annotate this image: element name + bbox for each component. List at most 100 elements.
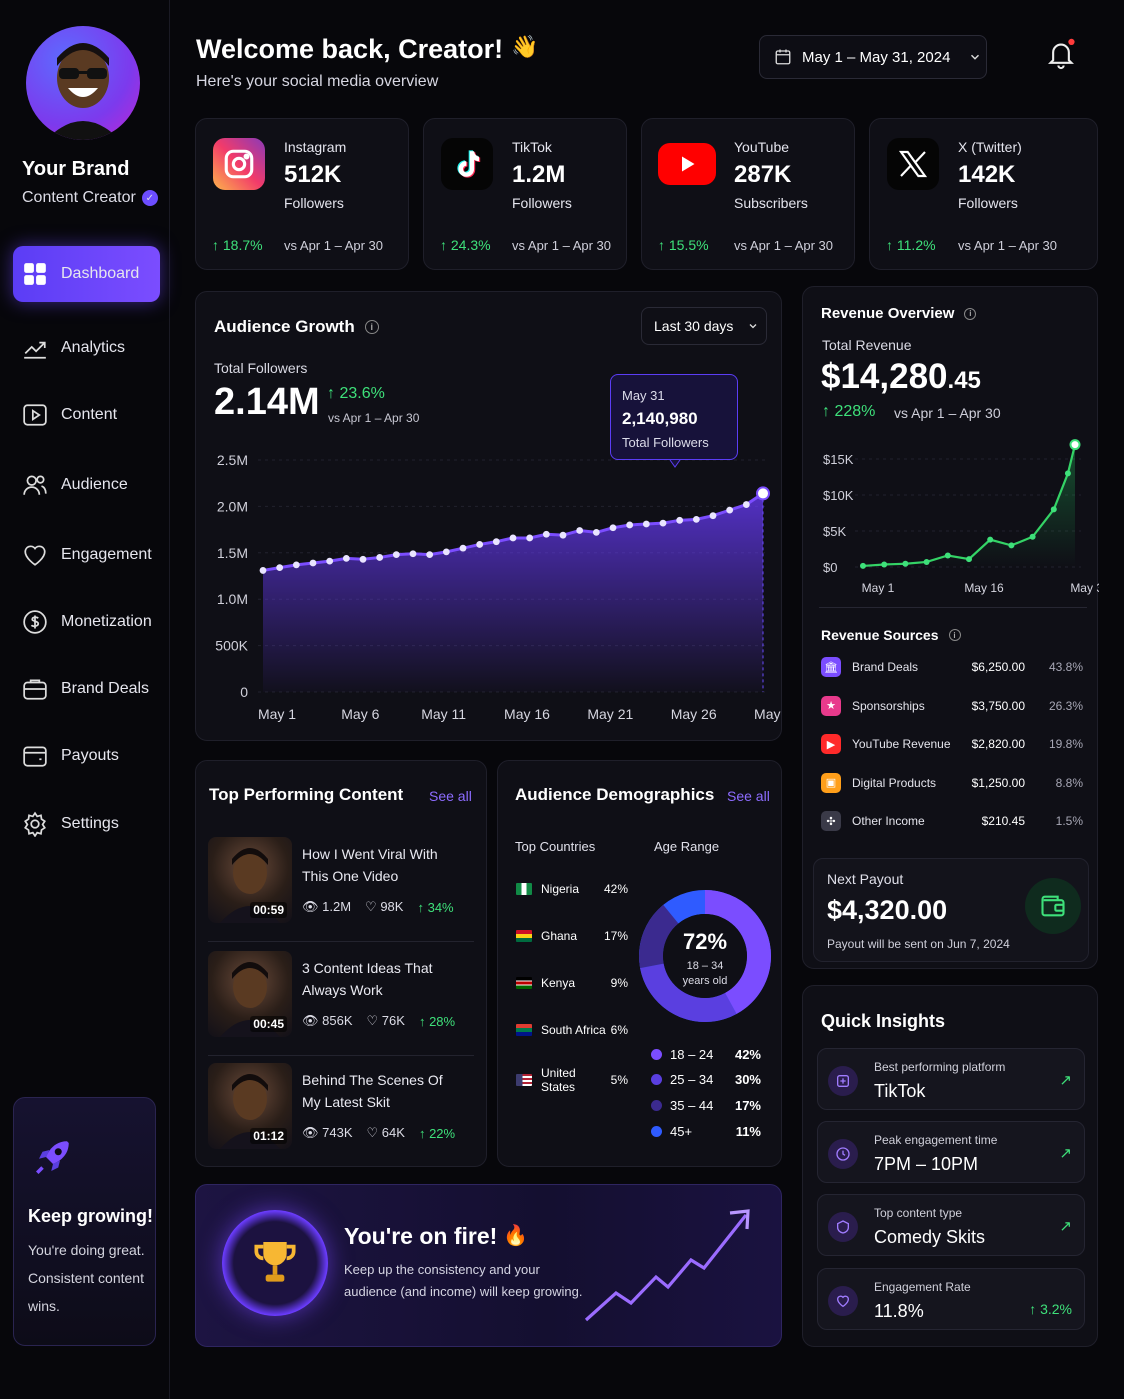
info-icon[interactable]: i — [364, 320, 379, 334]
revenue-point[interactable] — [1064, 470, 1071, 477]
donut-hole — [663, 914, 747, 998]
stat-card-instagram[interactable]: Instagram 512K Followers ↑ 18.7% vs Apr … — [195, 118, 409, 270]
info-icon[interactable]: i — [964, 307, 977, 320]
growth-point[interactable] — [542, 530, 550, 538]
insight-engagement-rate[interactable]: Engagement Rate 11.8% ↑ 3.2% — [817, 1268, 1085, 1330]
stat-card-youtube[interactable]: YouTube 287K Subscribers ↑ 15.5% vs Apr … — [641, 118, 855, 270]
content-item[interactable]: 00:45 3 Content Ideas That Always Work 👁 8… — [208, 951, 474, 1056]
content-item[interactable]: 00:59 How I Went Viral With This One Vide… — [208, 837, 474, 942]
trend-arrow-icon — [584, 1209, 750, 1322]
nav-label: Engagement — [61, 546, 152, 563]
nav-audience[interactable]: Audience — [13, 457, 160, 513]
growth-point[interactable] — [426, 551, 434, 559]
nav-analytics[interactable]: Analytics — [13, 320, 160, 376]
period-dropdown[interactable]: Last 30 days — [641, 307, 767, 345]
insight-peak-time[interactable]: Peak engagement time 7PM – 10PM ↗ — [817, 1121, 1085, 1183]
payout-card[interactable]: Next Payout $4,320.00 Payout will be sen… — [813, 858, 1089, 962]
growth-point[interactable] — [526, 534, 534, 542]
eye-icon: 👁 — [302, 1013, 319, 1028]
info-icon[interactable]: i — [948, 629, 961, 641]
growth-point[interactable] — [292, 561, 300, 569]
stat-change: ↑ 15.5% — [658, 237, 709, 253]
nav-brand-deals[interactable]: Brand Deals — [13, 661, 160, 717]
content-thumbnail[interactable]: 01:12 — [208, 1063, 292, 1149]
growth-point[interactable] — [659, 519, 667, 527]
y-tick-label: 1.5M — [217, 545, 248, 561]
content-thumbnail[interactable]: 00:45 — [208, 951, 292, 1037]
growth-point[interactable] — [609, 524, 617, 532]
growth-point[interactable] — [309, 559, 317, 567]
revenue-total: $14,280.45 — [821, 357, 981, 397]
growth-point[interactable] — [409, 550, 417, 558]
revenue-point[interactable] — [1008, 542, 1015, 549]
nav-dashboard[interactable]: Dashboard — [13, 246, 160, 302]
growth-point[interactable] — [392, 551, 400, 559]
see-all-link[interactable]: See all — [429, 788, 472, 804]
content-thumbnail[interactable]: 00:59 — [208, 837, 292, 923]
nav-settings[interactable]: Settings — [13, 796, 160, 852]
insight-best-platform[interactable]: Best performing platform TikTok ↗ — [817, 1048, 1085, 1110]
growth-point[interactable] — [359, 555, 367, 563]
growth-point[interactable] — [626, 521, 634, 529]
growth-point[interactable] — [592, 528, 600, 536]
nav-monetization[interactable]: Monetization — [13, 594, 160, 650]
date-range-picker[interactable]: May 1 – May 31, 2024 — [759, 35, 987, 79]
growth-point[interactable] — [676, 516, 684, 524]
growth-point[interactable] — [342, 554, 350, 562]
avatar[interactable] — [26, 26, 140, 140]
stat-unit: Subscribers — [734, 195, 808, 211]
change-metric: ↑ 34% — [417, 899, 454, 915]
growth-point[interactable] — [559, 531, 567, 539]
revenue-source-row: 🏛 Brand Deals $6,250.00 43.8% — [821, 657, 1083, 677]
growth-point[interactable] — [326, 557, 334, 565]
stat-card-tiktok[interactable]: TikTok 1.2M Followers ↑ 24.3% vs Apr 1 –… — [423, 118, 627, 270]
growth-point[interactable] — [476, 541, 484, 548]
growth-point[interactable] — [726, 506, 734, 514]
legend-dot — [651, 1049, 662, 1060]
views-count: 743K — [322, 1125, 353, 1140]
revenue-point[interactable] — [860, 562, 866, 569]
growth-point[interactable] — [742, 501, 750, 508]
growth-point[interactable] — [756, 486, 770, 501]
nav-payouts[interactable]: Payouts — [13, 728, 160, 784]
growth-point[interactable] — [376, 554, 384, 561]
growth-point[interactable] — [259, 567, 267, 574]
nav-engagement[interactable]: Engagement — [13, 527, 160, 583]
stat-change: ↑ 18.7% — [212, 237, 263, 253]
payout-label: Next Payout — [827, 871, 904, 887]
growth-point[interactable] — [492, 538, 500, 546]
growth-point[interactable] — [709, 512, 717, 520]
top-content-card: Top Performing Content See all 00:59 How … — [195, 760, 487, 1167]
revenue-point[interactable] — [1029, 533, 1036, 540]
stat-card-x[interactable]: X (Twitter) 142K Followers ↑ 11.2% vs Ap… — [869, 118, 1098, 270]
source-amount: $3,750.00 — [971, 698, 1025, 713]
growth-tooltip: May 31 2,140,980 Total Followers — [610, 374, 738, 460]
revenue-point[interactable] — [987, 536, 994, 543]
x-tick-label: May 1 — [862, 581, 895, 595]
growth-point[interactable] — [509, 534, 517, 542]
revenue-point[interactable] — [923, 558, 930, 565]
revenue-point[interactable] — [902, 560, 909, 567]
revenue-point[interactable] — [1069, 439, 1081, 451]
growth-point[interactable] — [576, 527, 584, 534]
age-range: 45+ — [670, 1124, 693, 1139]
see-all-link[interactable]: See all — [727, 788, 770, 804]
growth-point[interactable] — [642, 520, 650, 528]
insight-content-type[interactable]: Top content type Comedy Skits ↗ — [817, 1194, 1085, 1256]
notification-bell-icon[interactable] — [1045, 38, 1077, 77]
country-south-africa: South Africa 6% — [516, 1021, 628, 1039]
verified-badge-icon: ✓ — [141, 190, 158, 206]
revenue-point[interactable] — [881, 561, 888, 568]
legend-dot — [651, 1074, 662, 1085]
growth-point[interactable] — [459, 544, 467, 552]
revenue-point[interactable] — [1050, 506, 1057, 513]
revenue-point[interactable] — [944, 552, 951, 559]
content-item[interactable]: 01:12 Behind The Scenes Of My Latest Skit… — [208, 1063, 474, 1151]
growth-point[interactable] — [442, 548, 450, 556]
content-title: How I Went Viral With This One Video — [302, 846, 438, 884]
country-ghana: Ghana 17% — [516, 927, 628, 945]
growth-point[interactable] — [276, 564, 284, 572]
nav-content[interactable]: Content — [13, 387, 160, 443]
growth-point[interactable] — [692, 515, 700, 523]
revenue-point[interactable] — [966, 556, 972, 563]
